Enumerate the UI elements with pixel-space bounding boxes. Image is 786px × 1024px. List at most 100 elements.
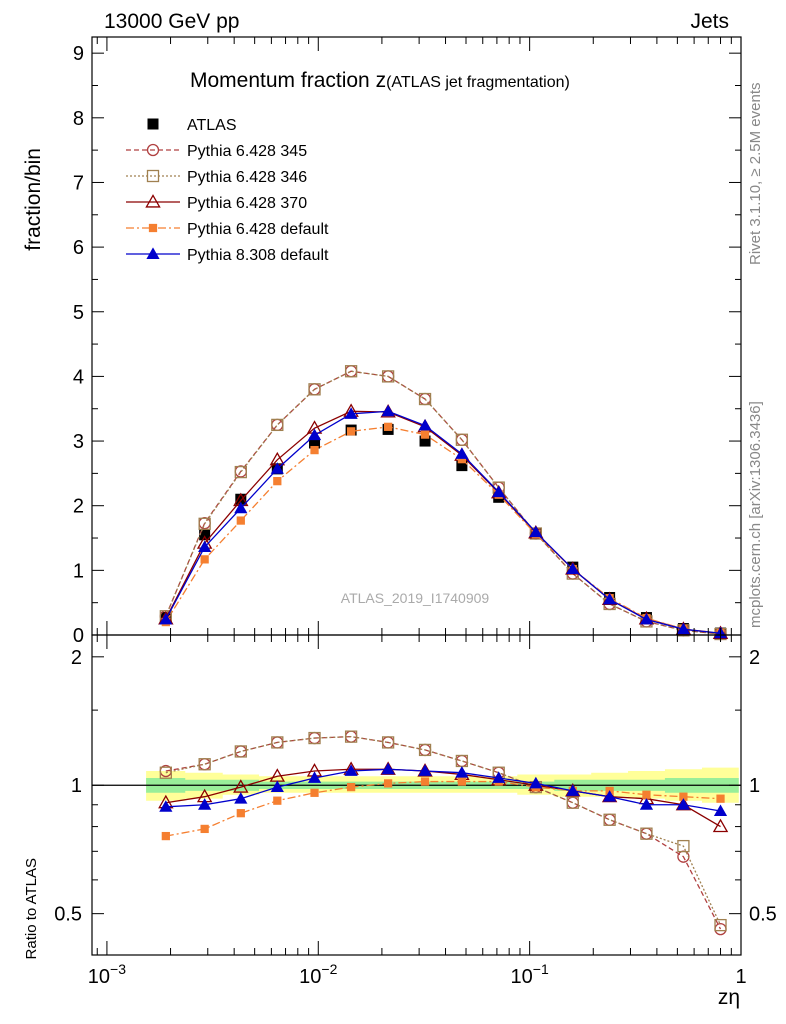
- data-point: [198, 540, 212, 553]
- ratio-point: [455, 766, 469, 778]
- data-point: [381, 404, 395, 417]
- series-line-pythia-6-428-default: [165, 426, 721, 634]
- data-point: [455, 447, 469, 459]
- x-tick-exponent: −1: [533, 961, 549, 977]
- data-point: [381, 370, 395, 383]
- ratio-point: [676, 798, 691, 810]
- ratio-point: [234, 745, 247, 758]
- data-point: [308, 383, 321, 396]
- ratio-line-pythia-6-428-345: [165, 735, 722, 930]
- ratio-y-tick-label: 0.5: [54, 904, 82, 926]
- ratio-y-tick-label-right: 1: [749, 775, 760, 797]
- ratio-point: [344, 764, 358, 776]
- main-y-tick-label: 6: [73, 237, 84, 259]
- main-y-tick-label: 0: [73, 625, 84, 647]
- data-point: [273, 477, 282, 486]
- data-point: [236, 516, 245, 525]
- ratio-point: [310, 788, 319, 797]
- main-series-layer: [158, 365, 729, 641]
- legend-label: ATLAS: [187, 117, 237, 134]
- ratio-point: [233, 779, 249, 793]
- legend-entry-pythia-6-428-default: Pythia 6.428 default: [126, 221, 329, 238]
- series-line-pythia-8-308-default: [165, 410, 721, 634]
- ratio-y-tick-label-right: 2: [749, 647, 760, 669]
- data-point: [270, 462, 284, 474]
- legend-entry-pythia-6-428-345: Pythia 6.428 345: [126, 143, 307, 160]
- ratio-point: [566, 796, 579, 809]
- data-point: [603, 592, 617, 605]
- ratio-point: [603, 813, 616, 826]
- data-point: [457, 455, 467, 464]
- data-point: [234, 501, 248, 514]
- data-point: [198, 517, 211, 530]
- data-point: [199, 529, 211, 541]
- ratio-y-tick-label: 2: [71, 647, 82, 669]
- ratio-point: [677, 839, 690, 853]
- ratio-point: [639, 798, 654, 810]
- data-point: [529, 525, 543, 538]
- ratio-line-pythia-6-428-370: [165, 768, 721, 828]
- ratio-point: [346, 782, 356, 792]
- main-y-tick-label: 5: [73, 302, 84, 324]
- ratio-point: [381, 762, 395, 775]
- data-point: [310, 445, 319, 455]
- main-y-tick-label: 8: [73, 108, 84, 130]
- data-point: [456, 460, 468, 472]
- legend-entry-pythia-6-428-346: Pythia 6.428 346: [126, 169, 307, 186]
- ratio-point: [714, 918, 727, 932]
- ratio-point: [236, 809, 245, 818]
- data-point: [455, 433, 469, 446]
- data-point: [271, 418, 284, 432]
- data-point: [418, 392, 432, 406]
- data-point: [419, 435, 431, 447]
- ratio-point: [159, 766, 172, 779]
- ratio-line-pythia-6-428-346: [165, 735, 722, 926]
- ratio-point: [529, 776, 543, 789]
- ratio-point: [198, 758, 211, 771]
- ratio-point: [308, 731, 321, 745]
- ratio-frame: [91, 634, 742, 956]
- ratio-point: [270, 780, 284, 793]
- ratio-point: [418, 764, 432, 776]
- legend-label: Pythia 8.308 default: [187, 247, 329, 264]
- legend-label: Pythia 6.428 default: [187, 221, 329, 238]
- data-point: [309, 437, 321, 449]
- ratio-point: [198, 758, 211, 771]
- x-tick-label: 10−3: [88, 961, 126, 988]
- legend-entry-pythia-8-308-default: Pythia 8.308 default: [126, 247, 329, 264]
- ratio-y-axis-label: Ratio to ATLAS: [23, 858, 40, 959]
- data-point: [566, 562, 580, 575]
- header-left: 13000 GeV pp: [104, 10, 239, 33]
- legend-label: Pythia 6.428 370: [187, 195, 307, 212]
- data-point: [234, 465, 247, 479]
- legend-marker: [146, 143, 160, 157]
- ratio-point: [198, 798, 212, 810]
- ratio-point: [234, 792, 248, 804]
- ratio-line-pythia-8-308-default: [165, 768, 721, 812]
- legend-marker: [145, 194, 161, 208]
- ratio-point: [420, 777, 430, 786]
- data-point: [346, 427, 356, 436]
- ratio-point: [200, 824, 209, 834]
- ratio-point: [566, 784, 580, 796]
- data-point: [639, 612, 654, 625]
- data-point: [344, 365, 358, 378]
- legend-marker: [146, 169, 160, 183]
- legend: ATLAS Pythia 6.428 345 Pythia 6.428 346 Pyt…: [126, 117, 329, 264]
- data-point: [159, 612, 173, 625]
- ratio-point: [161, 831, 170, 841]
- ratio-point: [679, 792, 688, 801]
- ratio-point: [713, 804, 728, 816]
- data-point: [492, 485, 506, 498]
- mcplots-label: mcplots.cern.ch [arXiv:1306.3436]: [747, 401, 764, 628]
- legend-label: Pythia 6.428 345: [187, 143, 307, 160]
- analysis-watermark: ATLAS_2019_I1740909: [341, 590, 490, 606]
- ratio-point: [716, 794, 725, 803]
- ratio-point: [640, 827, 653, 840]
- ratio-point: [418, 743, 432, 757]
- ratio-point: [603, 790, 617, 802]
- ratio-point: [381, 736, 395, 749]
- ratio-point: [234, 745, 247, 758]
